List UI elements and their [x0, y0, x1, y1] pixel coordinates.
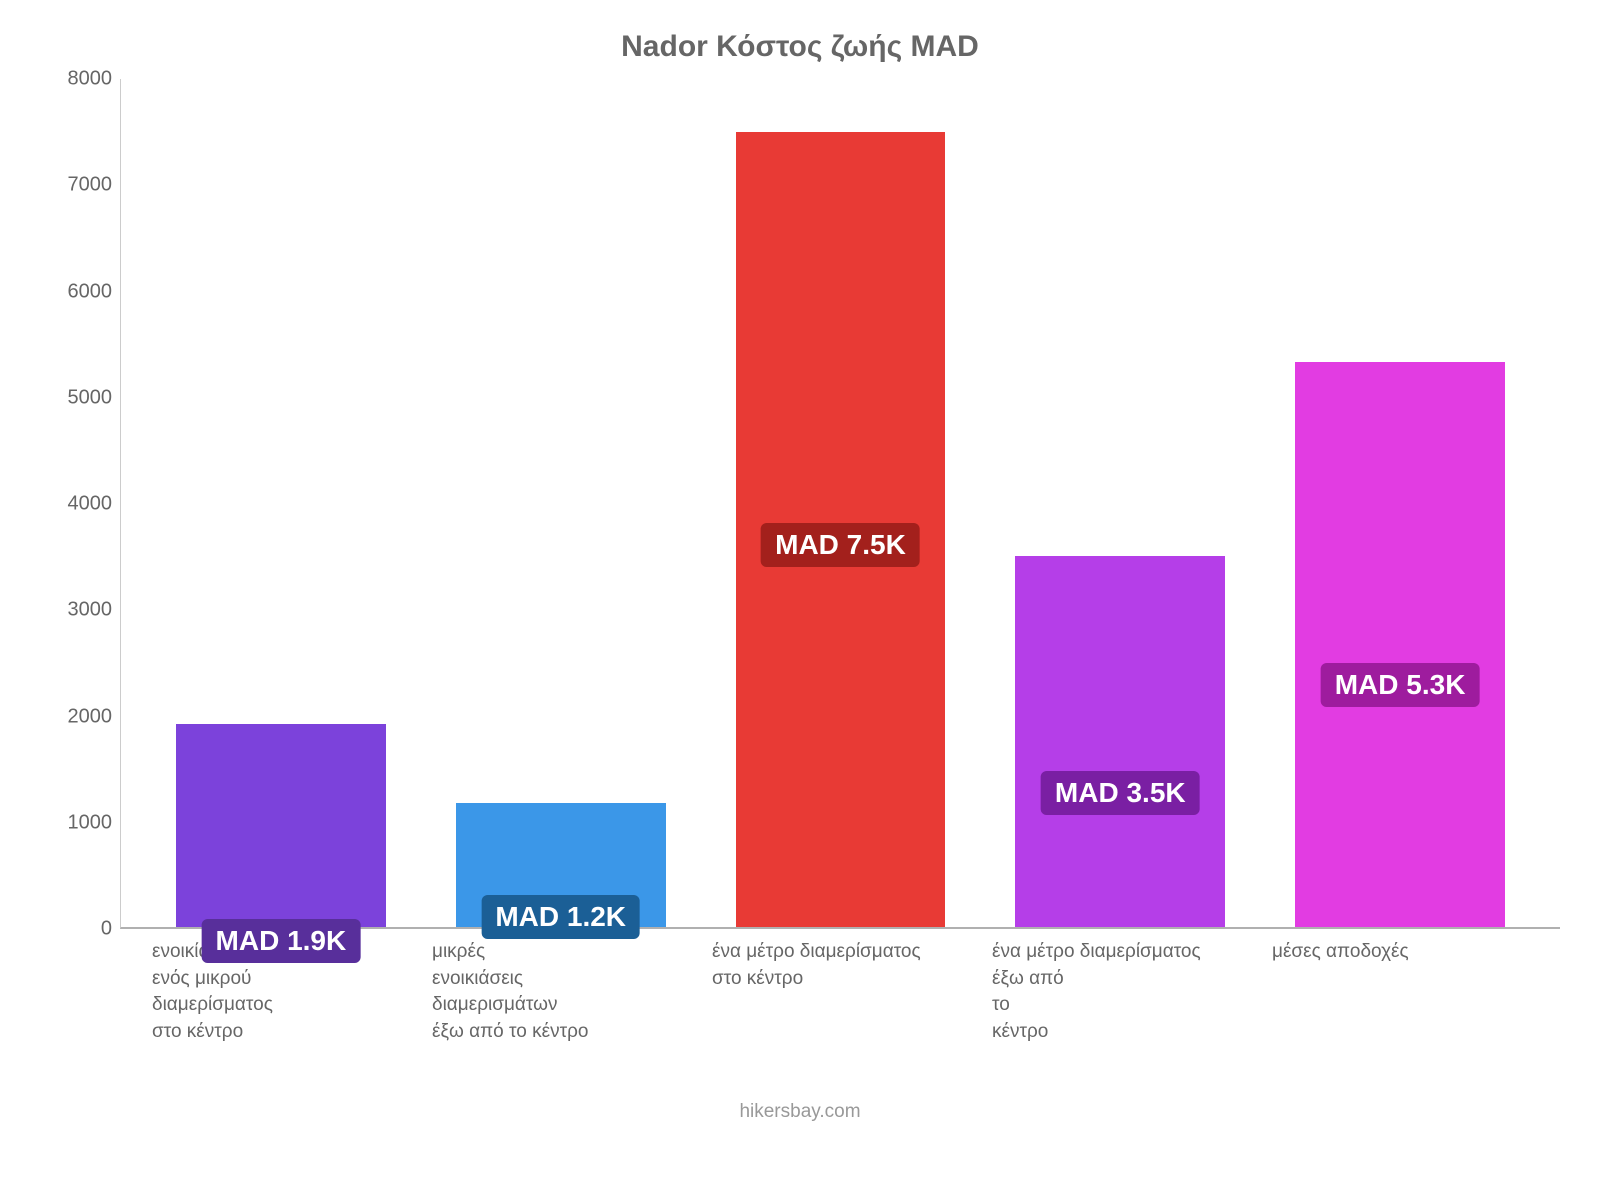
y-tick: 2000: [68, 705, 113, 728]
y-tick: 8000: [68, 68, 113, 91]
bar: MAD 1.9K: [176, 724, 386, 927]
chart-area: 010002000300040005000600070008000 MAD 1.…: [40, 79, 1560, 929]
bar: MAD 3.5K: [1015, 556, 1225, 927]
y-axis: 010002000300040005000600070008000: [40, 79, 120, 929]
chart-footer: hikersbay.com: [40, 1101, 1560, 1123]
bar-slot: MAD 5.3K: [1260, 79, 1540, 927]
chart-title: Nador Κόστος ζωής MAD: [40, 30, 1560, 64]
bar-value-label: MAD 3.5K: [1041, 771, 1200, 815]
y-tick: 0: [101, 918, 112, 941]
chart-container: Nador Κόστος ζωής MAD 0 1000 2000 3000 4000 5…: [0, 0, 1600, 1200]
bar: MAD 7.5K: [736, 132, 946, 927]
x-category-label: μέσες αποδοχές: [1260, 939, 1540, 1045]
y-tick: 5000: [68, 386, 113, 409]
bar-slot: MAD 7.5K: [701, 79, 981, 927]
bar-value-label: MAD 5.3K: [1321, 663, 1480, 707]
bar-slot: MAD 1.2K: [421, 79, 701, 927]
bar-value-label: MAD 1.2K: [481, 895, 640, 939]
x-category-label: ένα μέτρο διαμερίσματος στο κέντρο: [700, 939, 980, 1045]
y-tick: 3000: [68, 599, 113, 622]
x-category-label: μικρές ενοικιάσεις διαμερισμάτων έξω από…: [420, 939, 700, 1045]
y-tick: 1000: [68, 811, 113, 834]
bars-row: MAD 1.9K MAD 1.2K MAD 7.5K MAD 3.5K MAD 5.3K: [121, 79, 1560, 927]
bar-slot: MAD 1.9K: [141, 79, 421, 927]
plot-region: MAD 1.9K MAD 1.2K MAD 7.5K MAD 3.5K MAD 5.3K: [120, 79, 1560, 929]
y-tick: 6000: [68, 280, 113, 303]
bar-slot: MAD 3.5K: [980, 79, 1260, 927]
y-tick: 7000: [68, 174, 113, 197]
x-category-label: ένα μέτρο διαμερίσματος έξω από το κέντρ…: [980, 939, 1260, 1045]
bar-value-label: MAD 1.9K: [202, 919, 361, 963]
bar: MAD 5.3K: [1295, 362, 1505, 927]
bar: MAD 1.2K: [456, 803, 666, 927]
y-tick: 4000: [68, 493, 113, 516]
bar-value-label: MAD 7.5K: [761, 523, 920, 567]
